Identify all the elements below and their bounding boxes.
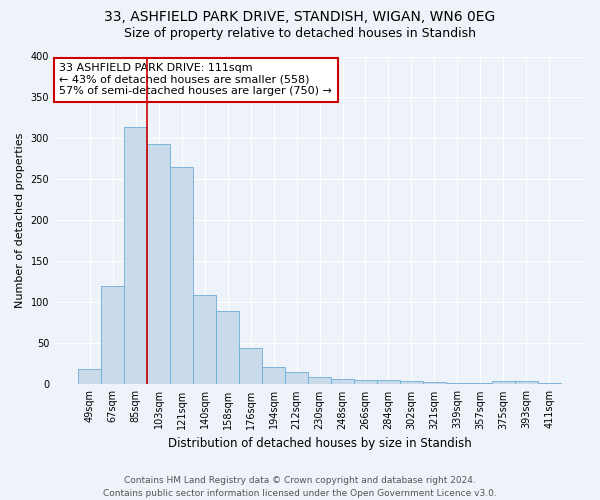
Bar	[538, 383, 561, 384]
Y-axis label: Number of detached properties: Number of detached properties	[15, 133, 25, 308]
Bar	[147, 144, 170, 384]
X-axis label: Distribution of detached houses by size in Standish: Distribution of detached houses by size …	[167, 437, 472, 450]
Text: 33 ASHFIELD PARK DRIVE: 111sqm
← 43% of detached houses are smaller (558)
57% of: 33 ASHFIELD PARK DRIVE: 111sqm ← 43% of …	[59, 63, 332, 96]
Bar	[193, 295, 216, 384]
Bar	[446, 383, 469, 384]
Bar	[331, 378, 354, 384]
Bar	[308, 377, 331, 384]
Bar	[170, 167, 193, 384]
Bar	[377, 380, 400, 384]
Bar	[239, 348, 262, 385]
Text: Contains HM Land Registry data © Crown copyright and database right 2024.
Contai: Contains HM Land Registry data © Crown c…	[103, 476, 497, 498]
Bar	[216, 312, 239, 384]
Bar	[354, 380, 377, 384]
Bar	[262, 367, 285, 384]
Bar	[400, 381, 423, 384]
Bar	[469, 383, 492, 384]
Text: Size of property relative to detached houses in Standish: Size of property relative to detached ho…	[124, 28, 476, 40]
Bar	[78, 369, 101, 384]
Bar	[423, 382, 446, 384]
Bar	[124, 127, 147, 384]
Bar	[492, 381, 515, 384]
Bar	[101, 286, 124, 384]
Text: 33, ASHFIELD PARK DRIVE, STANDISH, WIGAN, WN6 0EG: 33, ASHFIELD PARK DRIVE, STANDISH, WIGAN…	[104, 10, 496, 24]
Bar	[515, 381, 538, 384]
Bar	[285, 372, 308, 384]
